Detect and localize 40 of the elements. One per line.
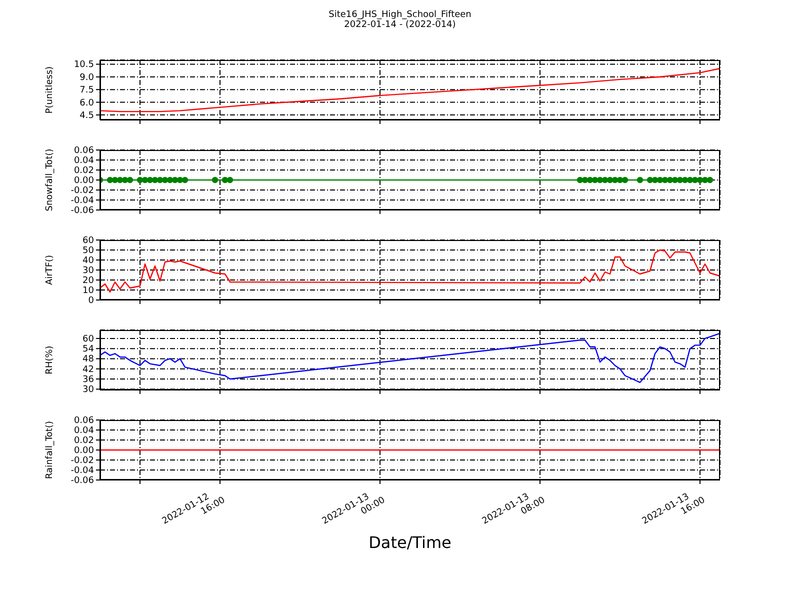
y-axis-title: RH(%) (45, 346, 56, 374)
y-tick-label: 60 (82, 236, 94, 246)
y-tick-label: -0.04 (70, 466, 94, 476)
y-tick-label: 9.0 (80, 72, 94, 83)
y-tick-label: -0.06 (70, 206, 94, 216)
chart-title: Site16_JHS_High_School_Fifteen (328, 10, 472, 20)
y-tick-label: 20 (82, 276, 94, 286)
y-tick-label: -0.02 (70, 456, 94, 466)
y-tick-label: 0.04 (74, 426, 94, 436)
y-tick-label: 0.04 (74, 156, 94, 166)
y-tick-label: 60 (82, 334, 94, 344)
y-tick-label: 4.5 (80, 110, 94, 121)
y-tick-label: 50 (82, 246, 94, 256)
y-tick-label: 7.5 (80, 86, 94, 96)
y-tick-label: 54 (82, 344, 94, 355)
y-tick-label: -0.02 (70, 186, 94, 196)
y-tick-label: 40 (82, 256, 94, 266)
y-tick-label: 0.00 (74, 176, 94, 186)
y-tick-label: 10.5 (74, 60, 94, 70)
y-axis-title: AirTF() (45, 254, 56, 286)
y-axis-title: Rainfall_Tot() (45, 421, 56, 479)
y-tick-label: 0.00 (74, 446, 94, 456)
y-tick-label: -0.04 (70, 196, 94, 206)
y-tick-label: 10 (82, 286, 94, 296)
y-tick-label: 30 (82, 266, 94, 276)
y-tick-label: 48 (82, 354, 94, 365)
y-tick-label: 42 (82, 364, 94, 375)
y-tick-label: 0.06 (74, 416, 94, 426)
y-axis-title: Snowfall_Tot() (45, 148, 56, 212)
y-tick-label: -0.06 (70, 476, 94, 486)
y-tick-label: 0.02 (74, 436, 94, 446)
y-tick-label: 0.06 (74, 146, 94, 156)
y-tick-label: 6.0 (80, 98, 94, 108)
chart-subtitle: 2022-01-14 - (2022-014) (343, 20, 457, 30)
y-tick-label: 0 (88, 296, 94, 306)
y-axis-title: P(unitless) (45, 66, 56, 114)
y-tick-label: 0.02 (74, 166, 94, 176)
x-axis-title: Date/Time (368, 533, 452, 552)
y-tick-label: 30 (82, 385, 94, 396)
y-tick-label: 36 (82, 375, 94, 386)
